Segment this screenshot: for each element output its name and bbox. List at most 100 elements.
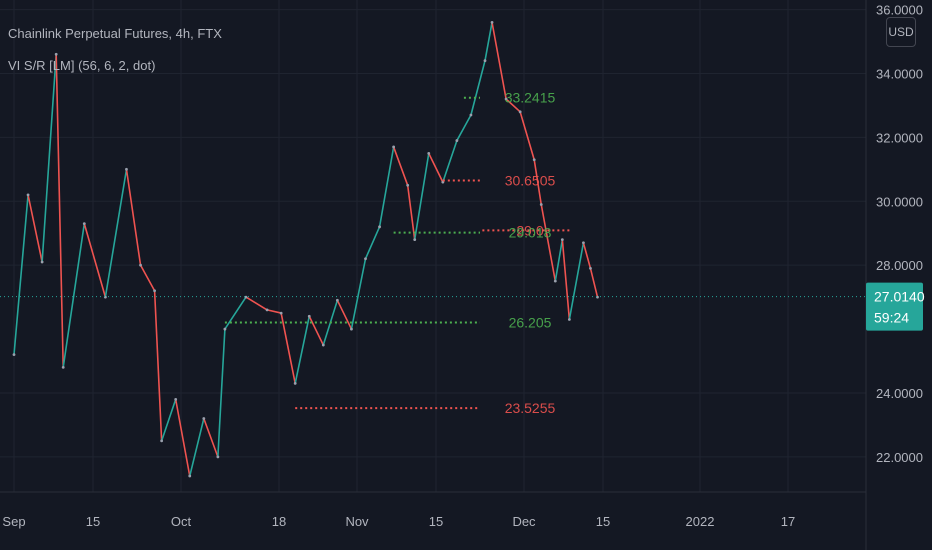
price-segment [125,168,142,266]
price-point [139,263,142,267]
price-tick-label: 36.0000 [876,3,923,18]
price-segment [153,289,163,442]
price-point [406,183,410,187]
price-point [364,257,367,261]
price-segment [505,98,521,113]
price-segment [378,146,395,228]
price-point [26,193,30,197]
price-point [589,266,592,270]
price-segment [582,242,592,270]
price-series [12,20,599,478]
price-segment [533,158,543,206]
price-segment [174,398,191,477]
price-point [321,343,325,347]
time-tick-label: 15 [596,514,610,529]
sr-level-label: 26.205 [509,315,552,331]
price-point [82,222,86,226]
price-segment [203,417,219,458]
price-point [350,327,353,331]
price-point [216,455,220,459]
price-point [160,439,164,443]
currency-button[interactable]: USD [886,17,916,47]
price-segment [188,417,205,477]
price-point [54,52,58,56]
price-point [244,295,248,299]
price-segment [484,21,493,62]
price-segment [554,238,564,282]
price-point [40,260,44,264]
time-tick-label: 17 [781,514,795,529]
bar-countdown: 59:24 [874,310,909,326]
time-axis[interactable]: Sep 15 Oct 18 Nov 15 Dec 15 2022 17 [2,514,795,529]
price-point [174,397,178,401]
time-tick-label: Oct [171,514,192,529]
price-point [427,151,431,155]
price-segment [41,53,57,263]
price-point [490,20,494,24]
price-segment [568,242,585,321]
price-segment [55,53,65,369]
price-segment [561,238,571,321]
chart-grid [0,0,866,492]
price-point [553,279,557,283]
price-tick-label: 30.0000 [876,194,923,209]
time-tick-label: 15 [86,514,100,529]
price-segment [266,309,282,314]
time-tick-label: Sep [2,514,25,529]
price-segment [336,299,353,330]
price-point [125,167,128,171]
price-point [483,59,487,63]
price-tick-label: 24.0000 [876,386,923,401]
price-segment [364,226,381,260]
sr-levels: 33.2415 30.6505 29.029.018 26.205 23.5255 [224,90,570,416]
current-price-badge-bg [866,282,923,331]
sr-level-label: 23.5255 [505,400,556,416]
price-segment [139,264,156,292]
current-price-badge: 27.0140 59:24 [866,282,925,331]
price-segment [427,152,444,183]
price-point [504,97,508,101]
price-segment [294,315,311,385]
price-point [567,318,571,321]
indicator-legend[interactable]: VI S/R [LM] (56, 6, 2, dot) [8,58,156,73]
price-segment [350,257,367,330]
price-point [582,241,585,245]
price-tick-label: 22.0000 [876,450,923,465]
price-segment [392,146,409,187]
price-point [265,308,269,312]
price-point [392,145,396,149]
time-tick-label: 15 [429,514,443,529]
price-point [153,289,157,293]
price-axis[interactable]: 36.0000 34.0000 32.0000 30.0000 28.0000 24.00… [876,3,923,465]
price-segment [245,296,268,311]
price-segment [442,139,458,183]
sr-level-label: 30.6505 [505,172,556,188]
price-point [223,327,227,331]
price-segment [470,59,486,116]
price-point [279,311,283,315]
price-segment [62,222,86,369]
price-segment [308,315,325,346]
price-point [378,225,381,229]
price-point [560,238,564,242]
price-segment [540,203,557,282]
chart-title: Chainlink Perpetual Futures, 4h, FTX [8,26,222,41]
price-tick-label: 32.0000 [876,130,923,145]
time-tick-label: Dec [512,514,536,529]
price-segment [27,194,43,263]
price-segment [160,398,177,442]
price-point [202,417,206,420]
price-segment [280,312,297,385]
price-point [307,314,311,318]
price-segment [491,21,507,100]
price-point [455,139,459,142]
price-segment [413,152,430,241]
price-point [188,474,192,478]
sr-level-label: 29.0 [516,222,543,238]
time-tick-label: 2022 [686,514,715,529]
price-point [413,238,417,242]
sr-level-label: 33.2415 [505,90,556,106]
price-point [532,158,536,162]
